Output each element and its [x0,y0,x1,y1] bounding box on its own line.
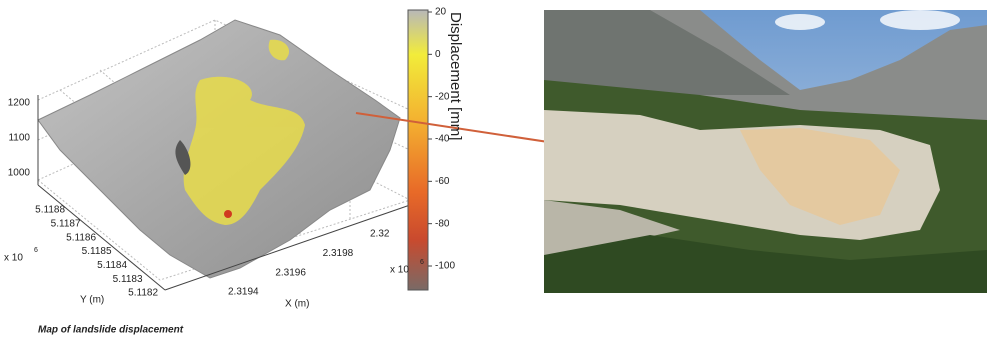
max-displacement [224,210,232,218]
colorbar-tick-label: -20 [435,91,450,102]
y-tick-label: 5.1188 [35,205,65,216]
y-tick-label: 5.1186 [66,232,96,243]
x-tick-label: 2.3196 [275,267,306,278]
colorbar-tick-label: -40 [435,134,450,145]
y-tick-label: 5.1185 [82,246,112,257]
x-multiplier: x 10 [390,265,409,276]
y-axis-label: Y (m) [80,295,104,306]
y-tick-label: 5.1187 [51,218,81,229]
colorbar-label: Displacement [mm] [447,12,464,140]
y-multiplier: x 10 [4,253,23,264]
z-tick-label: 1000 [8,168,31,179]
y-tick-label: 5.1183 [113,274,143,285]
y-tick-label: 5.1184 [97,260,127,271]
z-tick-label: 1200 [8,98,31,109]
x-tick-label: 2.3194 [228,287,259,298]
x-tick-label: 2.3198 [323,248,354,259]
figure: Map of landslide displacement Displaceme… [0,0,987,344]
caption: Map of landslide displacement [38,325,184,336]
colorbar-tick-label: 20 [435,7,447,18]
y-tick-label: 5.1182 [128,288,158,299]
colorbar-tick-label: -80 [435,218,450,229]
colorbar [408,10,428,290]
x-tick-label: 2.32 [370,229,390,240]
x-axis-label: X (m) [285,299,309,310]
colorbar-tick-label: -100 [435,261,455,272]
colorbar-tick-label: 0 [435,49,441,60]
x-exponent: 6 [420,259,424,266]
colorbar-tick-label: -60 [435,176,450,187]
landslide-photo [544,10,987,293]
z-tick-label: 1100 [8,133,30,144]
y-exponent: 6 [34,247,38,254]
